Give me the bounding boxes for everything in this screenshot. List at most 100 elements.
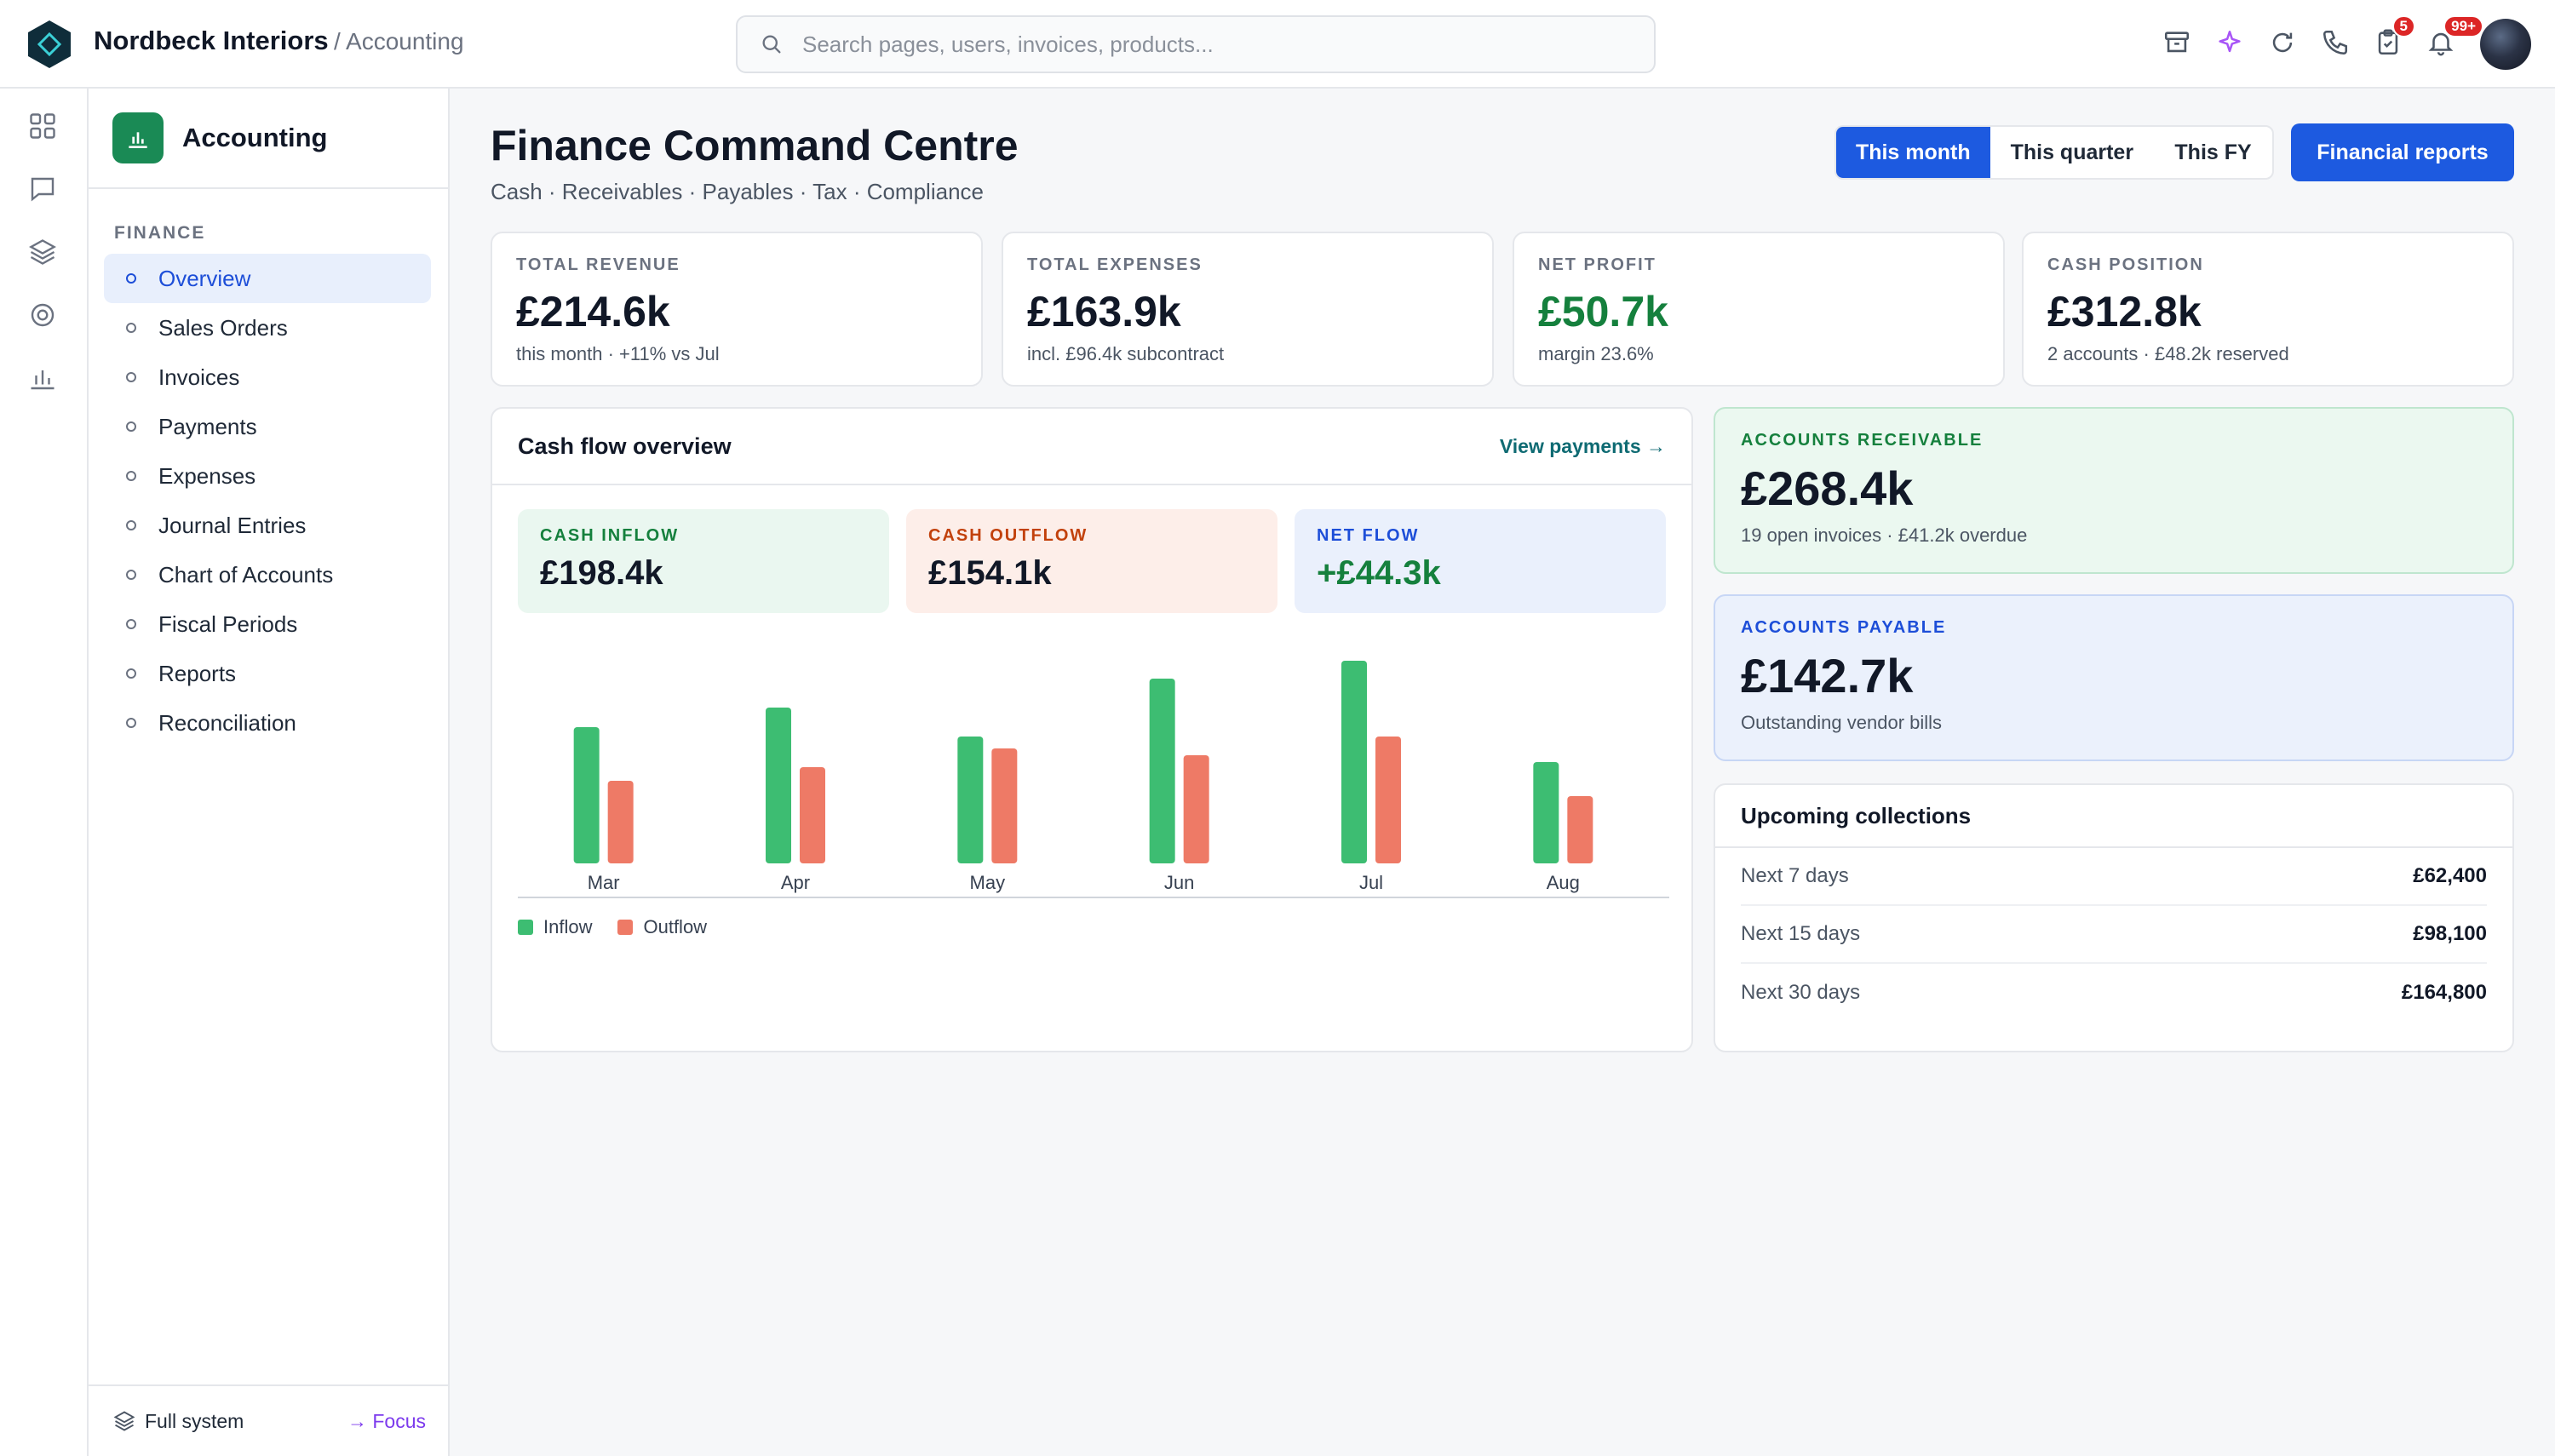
financial-reports-button[interactable]: Financial reports xyxy=(2291,123,2514,181)
collection-row[interactable]: Next 30 days £164,800 xyxy=(1741,964,2487,1022)
sidebar-section-label: FINANCE xyxy=(114,223,206,243)
apps-grid-icon[interactable] xyxy=(27,111,61,145)
net-flow-tile: NET FLOW +£44.3k xyxy=(1295,509,1666,613)
app-rail xyxy=(0,89,89,1456)
cash-flow-chart: Mar Apr May Jun Jul Aug xyxy=(518,661,1669,898)
view-payments-link[interactable]: View payments → xyxy=(1499,434,1666,457)
receivable-label: ACCOUNTS RECEIVABLE xyxy=(1741,431,1984,450)
sidebar-item-invoices[interactable]: Invoices xyxy=(104,353,431,402)
kpi-label: TOTAL REVENUE xyxy=(516,255,680,274)
legend-label: Outflow xyxy=(643,916,708,937)
payable-label: ACCOUNTS PAYABLE xyxy=(1741,618,1947,637)
receivable-subtext: 19 open invoices · £41.2k overdue xyxy=(1741,525,2028,546)
bullet-icon xyxy=(126,421,136,432)
search-input[interactable]: Search pages, users, invoices, products.… xyxy=(736,15,1656,73)
collection-row[interactable]: Next 15 days £98,100 xyxy=(1741,906,2487,964)
kpi-value: £163.9k xyxy=(1027,288,1181,335)
cash-inflow-tile: CASH INFLOW £198.4k xyxy=(518,509,889,613)
bullet-icon xyxy=(126,668,136,679)
page-title: Finance Command Centre xyxy=(491,122,1019,169)
x-tick-label: Apr xyxy=(781,872,810,893)
refresh-icon[interactable] xyxy=(2265,22,2300,63)
collection-period: Next 7 days xyxy=(1741,864,1849,887)
focus-link[interactable]: → Focus xyxy=(347,1409,426,1432)
bullet-icon xyxy=(126,570,136,580)
collection-row[interactable]: Next 7 days £62,400 xyxy=(1741,848,2487,906)
kpi-card-cash-position[interactable]: CASH POSITION £312.8k 2 accounts · £48.2… xyxy=(2022,232,2514,387)
full-system-toggle[interactable]: Full system xyxy=(112,1409,244,1433)
sidebar-item-sales-orders[interactable]: Sales Orders xyxy=(104,303,431,353)
sidebar-item-payments[interactable]: Payments xyxy=(104,402,431,451)
kpi-card-total-revenue[interactable]: TOTAL REVENUE £214.6k this month · +11% … xyxy=(491,232,983,387)
period-selector: This month This quarter This FY xyxy=(1834,125,2274,180)
brand-logo-icon[interactable] xyxy=(26,19,73,70)
kpi-subtext: this month · +11% vs Jul xyxy=(516,343,720,364)
x-tick-label: Mar xyxy=(588,872,620,893)
bar-chart-icon[interactable] xyxy=(27,363,61,397)
sidebar-item-journal-entries[interactable]: Journal Entries xyxy=(104,501,431,550)
bar-outflow-mar[interactable] xyxy=(607,781,634,863)
bar-inflow-aug[interactable] xyxy=(1533,762,1559,863)
bell-icon[interactable]: 99+ xyxy=(2424,15,2483,63)
sidebar-item-overview[interactable]: Overview xyxy=(104,254,431,303)
cash-inflow-label: CASH INFLOW xyxy=(540,526,680,545)
layers-icon xyxy=(113,1411,135,1431)
bar-inflow-jun[interactable] xyxy=(1149,679,1175,863)
period-this-fy[interactable]: This FY xyxy=(2174,140,2252,164)
kpi-label: NET PROFIT xyxy=(1538,255,1656,274)
bar-inflow-apr[interactable] xyxy=(766,708,791,863)
kpi-card-net-profit[interactable]: NET PROFIT £50.7k margin 23.6% xyxy=(1513,232,2005,387)
sidebar-item-label: Sales Orders xyxy=(158,314,288,341)
payable-subtext: Outstanding vendor bills xyxy=(1741,712,1943,733)
period-this-quarter[interactable]: This quarter xyxy=(2010,140,2134,164)
sidebar-item-label: Journal Entries xyxy=(158,512,307,538)
kpi-value: £214.6k xyxy=(516,288,670,335)
kpi-card-total-expenses[interactable]: TOTAL EXPENSES £163.9k incl. £96.4k subc… xyxy=(1002,232,1494,387)
bar-outflow-aug[interactable] xyxy=(1567,796,1593,863)
kpi-subtext: margin 23.6% xyxy=(1538,343,1654,364)
avatar[interactable] xyxy=(2480,19,2531,70)
page-subtitle: Cash · Receivables · Payables · Tax · Co… xyxy=(491,179,984,204)
sidebar-item-reports[interactable]: Reports xyxy=(104,649,431,698)
sidebar-item-fiscal-periods[interactable]: Fiscal Periods xyxy=(104,599,431,649)
collection-period: Next 15 days xyxy=(1741,922,1861,945)
bar-outflow-may[interactable] xyxy=(991,748,1018,863)
kpi-value: £312.8k xyxy=(2047,288,2202,335)
chat-icon[interactable] xyxy=(27,174,61,208)
bar-inflow-jul[interactable] xyxy=(1341,661,1367,863)
bar-inflow-mar[interactable] xyxy=(573,727,600,863)
sidebar-item-label: Invoices xyxy=(158,364,240,390)
accounts-payable-card[interactable]: ACCOUNTS PAYABLE £142.7k Outstanding ven… xyxy=(1714,594,2514,761)
bullet-icon xyxy=(126,471,136,481)
kpi-value: £50.7k xyxy=(1538,288,1668,335)
sidebar-item-label: Reports xyxy=(158,660,237,686)
bar-outflow-jun[interactable] xyxy=(1183,755,1209,863)
top-bar: Nordbeck Interiors / Accounting Search p… xyxy=(0,0,2555,89)
bar-outflow-jul[interactable] xyxy=(1375,737,1401,863)
archive-icon[interactable] xyxy=(2160,22,2194,63)
accounts-receivable-card[interactable]: ACCOUNTS RECEIVABLE £268.4k 19 open invo… xyxy=(1714,407,2514,574)
sparkle-ai-icon[interactable] xyxy=(2213,22,2247,63)
phone-icon[interactable] xyxy=(2318,22,2352,63)
brand-name[interactable]: Nordbeck Interiors xyxy=(94,26,329,55)
bar-inflow-may[interactable] xyxy=(957,737,984,863)
target-icon[interactable] xyxy=(27,300,61,334)
tasks-icon[interactable]: 5 xyxy=(2371,15,2415,63)
x-tick-label: May xyxy=(970,872,1006,893)
bullet-icon xyxy=(126,323,136,333)
cash-flow-card: Cash flow overview View payments → CASH … xyxy=(491,407,1693,1052)
layers-icon[interactable] xyxy=(27,237,61,271)
sidebar-item-expenses[interactable]: Expenses xyxy=(104,451,431,501)
breadcrumb[interactable]: / Accounting xyxy=(334,28,464,54)
x-tick-label: Aug xyxy=(1547,872,1580,893)
collection-amount: £62,400 xyxy=(2413,864,2487,887)
sidebar-item-chart-of-accounts[interactable]: Chart of Accounts xyxy=(104,550,431,599)
module-sidebar: Accounting FINANCE Overview Sales Orders… xyxy=(89,89,450,1456)
search-placeholder: Search pages, users, invoices, products.… xyxy=(802,31,1214,57)
sidebar-item-reconciliation[interactable]: Reconciliation xyxy=(104,698,431,748)
bar-outflow-apr[interactable] xyxy=(800,767,825,863)
cash-flow-header: Cash flow overview View payments → xyxy=(492,409,1691,485)
search-icon xyxy=(762,35,781,54)
period-this-month[interactable]: This month xyxy=(1836,127,1990,178)
chart-legend: Inflow Outflow xyxy=(518,916,732,938)
